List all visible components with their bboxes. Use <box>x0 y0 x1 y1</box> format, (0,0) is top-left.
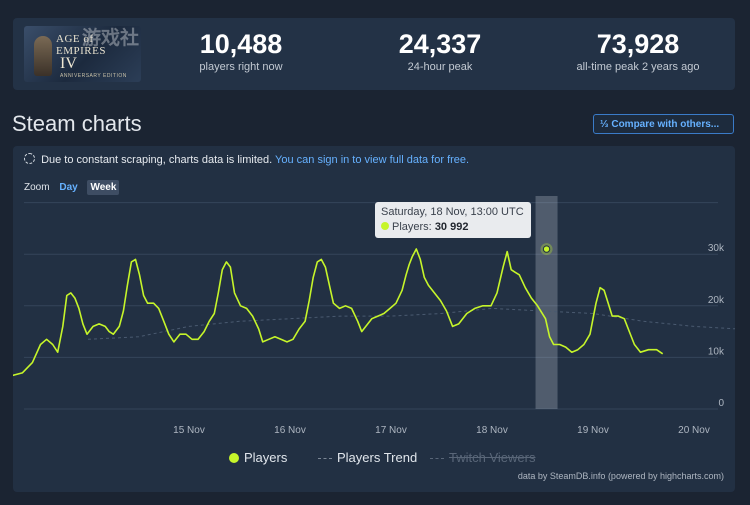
y-tick-label: 0 <box>718 398 724 409</box>
highlight-point <box>542 245 551 253</box>
stat-24h-peak: 24,337 24-hour peak <box>350 29 530 73</box>
x-tick-label: 15 Nov <box>173 425 205 436</box>
cover-figure <box>34 36 52 76</box>
watermark-logo: 游戏社 <box>82 28 140 49</box>
cover-title-line3: IV <box>60 55 77 72</box>
stat-value: 24,337 <box>398 29 482 59</box>
x-tick-label: 20 Nov <box>678 425 710 436</box>
x-tick-label: 16 Nov <box>274 425 306 436</box>
compare-icon: ⅓ <box>600 119 609 130</box>
zoom-week-button[interactable]: Week <box>87 180 120 195</box>
tooltip-date: Saturday, 18 Nov, 13:00 UTC <box>381 206 524 218</box>
legend-label: Players Trend <box>337 450 418 465</box>
x-tick-label: 18 Nov <box>476 425 508 436</box>
chart-credit: data by SteamDB.info (powered by highcha… <box>517 471 724 481</box>
zoom-label: Zoom <box>24 182 50 193</box>
legend-players[interactable]: Players <box>229 450 287 465</box>
cover-edition: ANNIVERSARY EDITION <box>60 73 127 79</box>
legend-players-trend[interactable]: Players Trend <box>318 450 417 465</box>
tooltip-value: 30 992 <box>434 221 469 233</box>
stat-value: 73,928 <box>596 29 680 59</box>
scraping-notice: Due to constant scraping, charts data is… <box>24 153 469 166</box>
zoom-day-button[interactable]: Day <box>59 182 78 193</box>
legend-label: Twitch Viewers <box>449 450 536 465</box>
stats-panel: AGE of EMPIRES IV ANNIVERSARY EDITION 游戏… <box>13 18 735 90</box>
stat-value: 10,488 <box>199 29 283 59</box>
cover-title-line2: EMPIRES <box>56 45 106 57</box>
chart-tooltip: Saturday, 18 Nov, 13:00 UTC Players: 30 … <box>375 202 531 238</box>
page-title: Steam charts <box>12 111 142 136</box>
stat-all-time-peak: 73,928 all-time peak 2 years ago <box>548 29 728 73</box>
cover-title-line1: AGE of <box>56 33 94 45</box>
y-tick-label: 10k <box>708 346 725 357</box>
stat-label: all-time peak 2 years ago <box>576 61 700 73</box>
players-chart[interactable]: 0 10k 20k 30k 15 Nov 16 Nov 17 Nov 18 Nov 19 Nov… <box>13 146 735 446</box>
legend-twitch-viewers[interactable]: Twitch Viewers <box>430 450 535 465</box>
dashed-line-icon <box>318 458 332 459</box>
loading-circle-icon <box>24 153 35 164</box>
chart-panel: Due to constant scraping, charts data is… <box>13 146 735 492</box>
dashed-line-icon <box>430 458 444 459</box>
stat-current-players: 10,488 players right now <box>151 29 331 73</box>
legend-label: Players <box>244 450 288 465</box>
y-tick-label: 20k <box>708 295 725 306</box>
tooltip-series: Players: <box>392 221 432 233</box>
compare-label: Compare with others... <box>611 119 720 130</box>
zoom-controls: Zoom Day Week <box>24 180 120 195</box>
y-tick-label: 30k <box>708 243 725 254</box>
tooltip-row: Players: 30 992 <box>381 221 525 233</box>
hover-band <box>535 196 558 409</box>
players-trend-line <box>87 307 735 340</box>
x-tick-label: 17 Nov <box>375 425 407 436</box>
stat-label: 24-hour peak <box>407 61 473 73</box>
game-cover-image[interactable]: AGE of EMPIRES IV ANNIVERSARY EDITION 游戏… <box>24 26 141 82</box>
compare-button[interactable]: ⅓ Compare with others... <box>593 114 734 134</box>
players-line <box>13 248 664 377</box>
stat-label: players right now <box>199 61 283 73</box>
sign-in-link[interactable]: You can sign in to view full data for fr… <box>275 154 470 166</box>
notice-text: Due to constant scraping, charts data is… <box>41 154 273 166</box>
x-tick-label: 19 Nov <box>577 425 609 436</box>
players-dot-icon <box>229 453 239 463</box>
players-dot-icon <box>381 222 389 230</box>
